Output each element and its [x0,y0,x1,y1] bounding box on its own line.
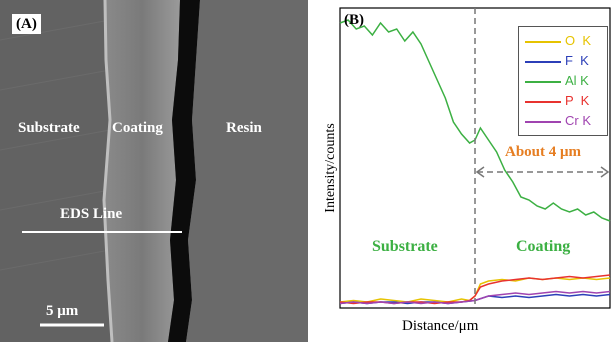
panel-a-tag: (A) [12,14,41,34]
eds-line-label: EDS Line [60,206,123,222]
legend-item-0: O K [525,33,609,51]
legend-swatch [525,101,561,103]
substrate-coating-interface [102,0,114,342]
arrowhead-right [600,166,610,178]
legend-item-2: Al K [525,73,609,91]
coating-region [104,0,180,342]
legend-item-3: P K [525,93,609,111]
resin-label: Resin [226,120,262,136]
legend: O K F K Al K P K Cr K [518,26,608,136]
arrowhead-left [475,166,485,178]
gap-region [168,0,200,342]
resin-region [186,0,308,342]
eds-chart [339,7,611,309]
x-axis-label: Distance/μm [402,318,479,334]
legend-swatch [525,61,561,63]
legend-swatch [525,121,561,123]
legend-label: F K [565,53,589,68]
legend-item-1: F K [525,53,609,71]
legend-item-4: Cr K [525,113,609,131]
substrate-region-label: Substrate [372,238,438,255]
sem-image-panel: (A) Substrate Coating Resin EDS Line 5 μ… [0,0,308,342]
thickness-annotation: About 4 μm [505,144,582,160]
y-axis-label: Intensity/counts [323,123,338,213]
panel-b-tag: (B) [344,12,364,28]
scale-bar-label: 5 μm [46,303,79,319]
legend-label: Al K [565,73,589,88]
legend-swatch [525,41,561,43]
legend-label: P K [565,93,590,108]
substrate-region [0,0,110,342]
legend-label: O K [565,33,592,48]
substrate-label: Substrate [18,120,80,136]
legend-swatch [525,81,561,83]
eds-chart-panel: (B) Intensity/counts Distance/μm Substra… [310,0,611,342]
legend-label: Cr K [565,113,591,128]
coating-label: Coating [112,120,163,136]
sem-micrograph [0,0,308,342]
coating-region-label: Coating [516,238,571,255]
